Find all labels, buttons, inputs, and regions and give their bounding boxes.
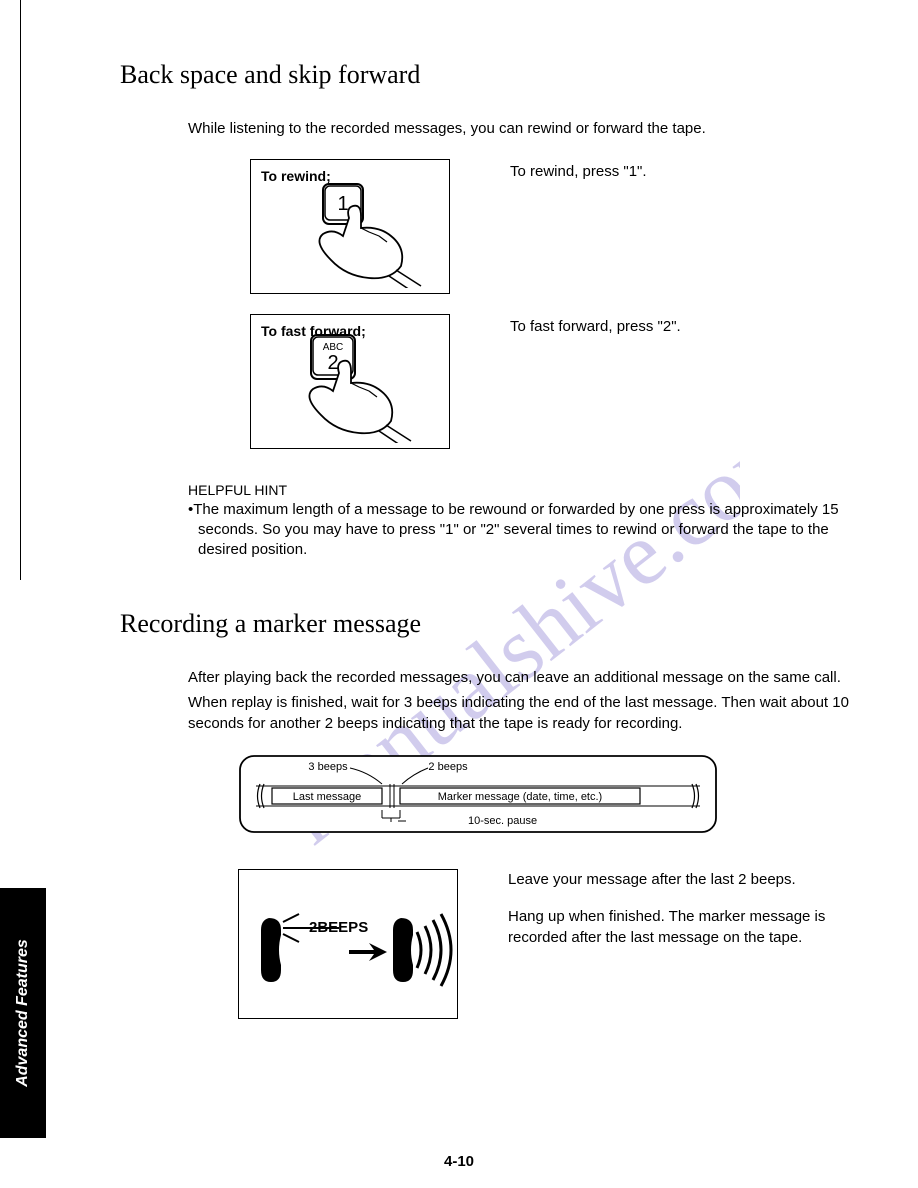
rewind-box: To rewind; 1 (250, 159, 450, 294)
side-tab: Advanced Features (0, 888, 46, 1138)
svg-text:10-sec. pause: 10-sec. pause (468, 815, 537, 827)
hand-press-1-icon: 1 (261, 178, 441, 288)
svg-text:3 beeps: 3 beeps (308, 761, 348, 773)
side-tab-label: Advanced Features (14, 939, 32, 1087)
section2: Recording a marker message After playing… (120, 609, 860, 1019)
hint-label: HELPFUL HINT (188, 481, 860, 500)
beeps-box: 2BEEPS (238, 869, 458, 1019)
section1-intro: While listening to the recorded messages… (188, 118, 860, 139)
svg-text:Marker message (date, time, et: Marker message (date, time, etc.) (438, 791, 602, 803)
beeps-caption1: Leave your message after the last 2 beep… (508, 869, 860, 890)
section2-intro2: When replay is finished, wait for 3 beep… (188, 692, 860, 734)
hint-block: HELPFUL HINT •The maximum length of a me… (188, 481, 860, 561)
section2-title: Recording a marker message (120, 609, 860, 639)
hand-press-2-icon: ABC 2 (261, 333, 441, 443)
forward-caption: To fast forward, press "2". (510, 314, 681, 335)
rewind-caption: To rewind, press "1". (510, 159, 647, 180)
forward-box: To fast forward; ABC 2 (250, 314, 450, 449)
beeps-captions: Leave your message after the last 2 beep… (508, 869, 860, 964)
rewind-row: To rewind; 1 To rewind, press "1". (250, 159, 860, 294)
forward-row: To fast forward; ABC 2 To fast forward, … (250, 314, 860, 449)
beeps-row: 2BEEPS Leave your message after the last… (238, 869, 860, 1019)
hint-text: •The maximum length of a message to be r… (188, 500, 860, 561)
svg-text:1: 1 (337, 193, 348, 215)
page-number: 4-10 (0, 1153, 918, 1170)
svg-text:2: 2 (327, 352, 338, 374)
section2-intro1: After playing back the recorded messages… (188, 667, 860, 688)
svg-text:2 beeps: 2 beeps (428, 761, 468, 773)
svg-text:2BEEPS: 2BEEPS (309, 919, 368, 936)
page-content: Back space and skip forward While listen… (20, 0, 900, 1188)
section1-title: Back space and skip forward (120, 60, 860, 90)
phone-beeps-icon: 2BEEPS (239, 870, 459, 1020)
svg-text:Last message: Last message (293, 791, 361, 803)
tape-diagram: Last message Marker message (date, time,… (238, 754, 860, 849)
beeps-caption2: Hang up when finished. The marker messag… (508, 906, 860, 948)
